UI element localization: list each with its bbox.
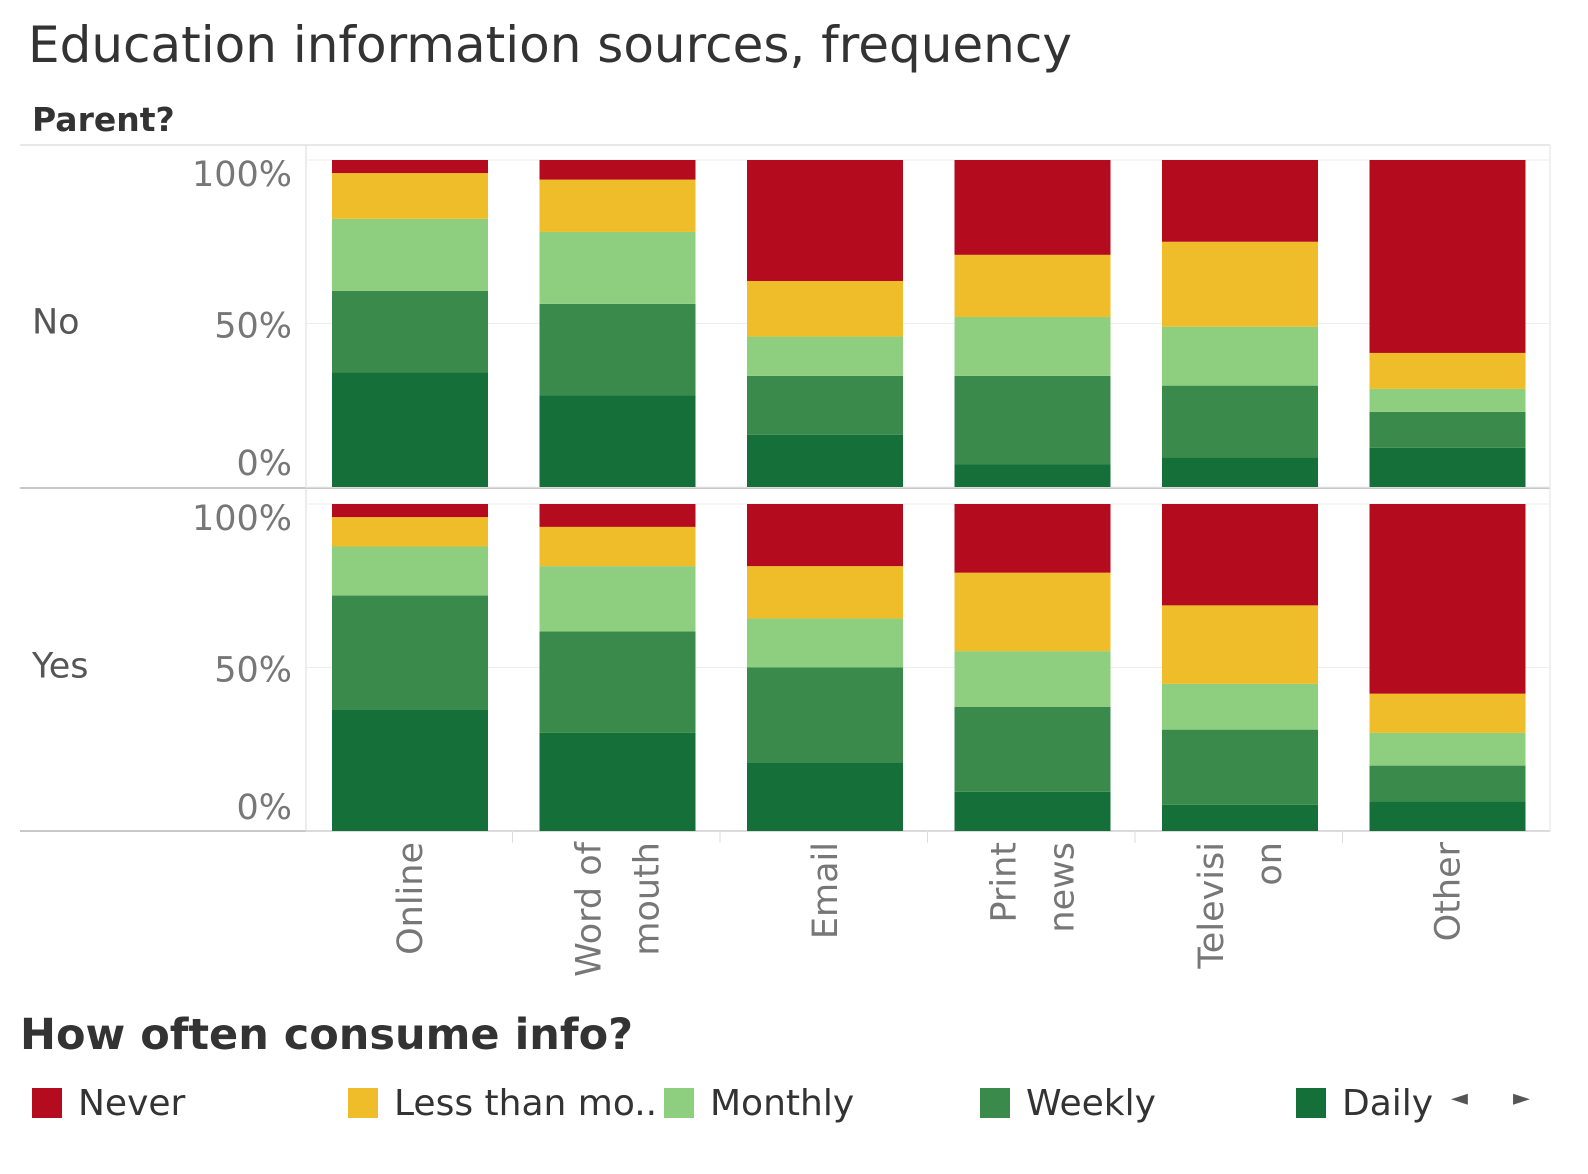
bar-segment-yes-email-never xyxy=(747,504,903,567)
bar-segment-no-televisi-on-daily xyxy=(1162,457,1318,487)
bar-segment-yes-online-monthly xyxy=(332,546,488,596)
bar-segment-yes-televisi-on-weekly xyxy=(1162,729,1318,805)
bar-segment-yes-print-news-weekly xyxy=(954,706,1111,792)
y-tick-label: 50% xyxy=(214,651,292,691)
bar-segment-no-online-daily xyxy=(332,372,488,487)
bar-segment-yes-print-news-daily xyxy=(954,791,1111,831)
legend-item-less-than-monthly[interactable]: Less than mo.. xyxy=(348,1078,657,1128)
x-tick-label-televisi-on: on xyxy=(1250,842,1290,886)
bar-segment-no-televisi-on-weekly xyxy=(1162,385,1318,458)
x-tick-label-online: Online xyxy=(391,842,431,955)
bar-segment-no-word-of-mouth-less-than-mo xyxy=(539,179,696,232)
y-tick-label: 100% xyxy=(192,155,292,195)
row-label-yes: Yes xyxy=(31,647,89,687)
bar-segment-no-word-of-mouth-daily xyxy=(539,395,696,487)
bar-segment-no-email-less-than-mo xyxy=(747,280,903,337)
bar-segment-yes-online-daily xyxy=(332,710,488,831)
bar-segment-no-email-never xyxy=(747,160,903,281)
bar-segment-yes-televisi-on-daily xyxy=(1162,804,1318,831)
legend-label-daily: Daily xyxy=(1342,1082,1434,1124)
bar-segment-yes-print-news-never xyxy=(954,504,1111,573)
bar-segment-yes-word-of-mouth-monthly xyxy=(539,566,696,632)
legend-label-weekly: Weekly xyxy=(1026,1082,1156,1124)
bar-segment-no-print-news-never xyxy=(954,160,1111,255)
bar-segment-yes-other-monthly xyxy=(1369,732,1526,766)
bar-segment-yes-televisi-on-monthly xyxy=(1162,683,1318,730)
bar-segment-yes-online-weekly xyxy=(332,595,488,711)
bar-segment-no-televisi-on-less-than-mo xyxy=(1162,241,1318,327)
bar-segment-yes-email-monthly xyxy=(747,618,903,668)
bar-segment-no-online-less-than-mo xyxy=(332,173,488,219)
bar-segment-no-televisi-on-never xyxy=(1162,160,1318,242)
x-tick-label-print-news: news xyxy=(1043,842,1083,933)
x-tick-label-word-of-mouth: Word of xyxy=(570,841,610,977)
bar-segment-yes-other-less-than-mo xyxy=(1369,693,1526,733)
bar-segment-no-word-of-mouth-monthly xyxy=(539,231,696,304)
bar-segment-yes-word-of-mouth-weekly xyxy=(539,631,696,733)
legend-item-daily[interactable]: Daily xyxy=(1296,1078,1433,1128)
bar-segment-yes-word-of-mouth-daily xyxy=(539,732,696,831)
bar-segment-yes-other-weekly xyxy=(1369,765,1526,802)
bar-segment-no-print-news-weekly xyxy=(954,375,1111,465)
y-tick-label: 50% xyxy=(214,307,292,347)
bar-segment-yes-word-of-mouth-less-than-mo xyxy=(539,526,696,567)
bar-segment-yes-email-less-than-mo xyxy=(747,566,903,619)
bar-segment-yes-print-news-monthly xyxy=(954,651,1111,707)
bar-segment-yes-online-less-than-mo xyxy=(332,517,488,547)
bar-segment-no-televisi-on-monthly xyxy=(1162,326,1318,386)
legend-next-arrow-icon[interactable]: ► xyxy=(1513,1086,1530,1111)
x-tick-label-word-of-mouth: mouth xyxy=(628,842,668,956)
bar-segment-no-other-never xyxy=(1369,160,1526,353)
stacked-bar-chart: 100% 50% 0% No 100% 50% 0% Yes Online Word of mout… xyxy=(20,144,1551,977)
legend-title: How often consume info? xyxy=(20,1010,634,1060)
bar-segment-no-other-weekly xyxy=(1369,411,1526,448)
bar-segment-no-online-monthly xyxy=(332,218,488,291)
legend-swatch-never xyxy=(32,1088,62,1118)
y-tick-label: 0% xyxy=(236,788,292,828)
chart-title: Education information sources, frequency xyxy=(28,16,1072,74)
legend-swatch-monthly xyxy=(664,1088,694,1118)
legend-label-never: Never xyxy=(78,1082,186,1124)
legend-item-monthly[interactable]: Monthly xyxy=(664,1078,854,1128)
row-header: Parent? xyxy=(32,100,175,139)
bar-segment-yes-other-daily xyxy=(1369,801,1526,831)
bar-segment-yes-other-never xyxy=(1369,504,1526,694)
bar-segment-no-print-news-daily xyxy=(954,464,1111,487)
bar-segment-yes-print-news-less-than-mo xyxy=(954,572,1111,652)
bar-segment-no-other-monthly xyxy=(1369,388,1526,412)
bar-segment-no-online-weekly xyxy=(332,290,488,373)
bar-segment-no-email-weekly xyxy=(747,375,903,435)
x-tick-label-email: Email xyxy=(806,842,846,939)
y-tick-label: 100% xyxy=(192,499,292,539)
bar-segment-no-word-of-mouth-weekly xyxy=(539,303,696,396)
legend-swatch-less-than-monthly xyxy=(348,1088,378,1118)
y-tick-label: 0% xyxy=(236,444,292,484)
legend-label-less-than-monthly: Less than mo.. xyxy=(394,1082,658,1124)
legend-prev-arrow-icon[interactable]: ◄ xyxy=(1451,1086,1468,1111)
row-label-no: No xyxy=(32,303,80,343)
bar-segment-yes-televisi-on-less-than-mo xyxy=(1162,605,1318,684)
bar-segment-no-email-daily xyxy=(747,434,903,487)
legend-swatch-weekly xyxy=(980,1088,1010,1118)
bar-segment-yes-online-never xyxy=(332,504,488,518)
legend-swatch-daily xyxy=(1296,1088,1326,1118)
bar-segment-no-online-never xyxy=(332,160,488,174)
x-tick-label-televisi-on: Televisi xyxy=(1192,842,1232,970)
x-tick-label-other: Other xyxy=(1429,841,1469,941)
bar-segment-yes-email-daily xyxy=(747,762,903,831)
bar-segment-no-other-daily xyxy=(1369,447,1526,487)
legend-item-never[interactable]: Never xyxy=(32,1078,185,1128)
legend-item-weekly[interactable]: Weekly xyxy=(980,1078,1156,1128)
x-tick-label-print-news: Print xyxy=(985,842,1025,923)
bar-segment-yes-televisi-on-never xyxy=(1162,504,1318,606)
bar-segment-no-print-news-less-than-mo xyxy=(954,254,1111,317)
bar-segment-no-word-of-mouth-never xyxy=(539,160,696,180)
bar-segment-yes-word-of-mouth-never xyxy=(539,504,696,527)
bar-segment-yes-email-weekly xyxy=(747,667,903,763)
bar-segment-no-other-less-than-mo xyxy=(1369,352,1526,389)
bar-segment-no-email-monthly xyxy=(747,336,903,376)
legend-label-monthly: Monthly xyxy=(710,1082,855,1124)
bar-segment-no-print-news-monthly xyxy=(954,316,1111,376)
